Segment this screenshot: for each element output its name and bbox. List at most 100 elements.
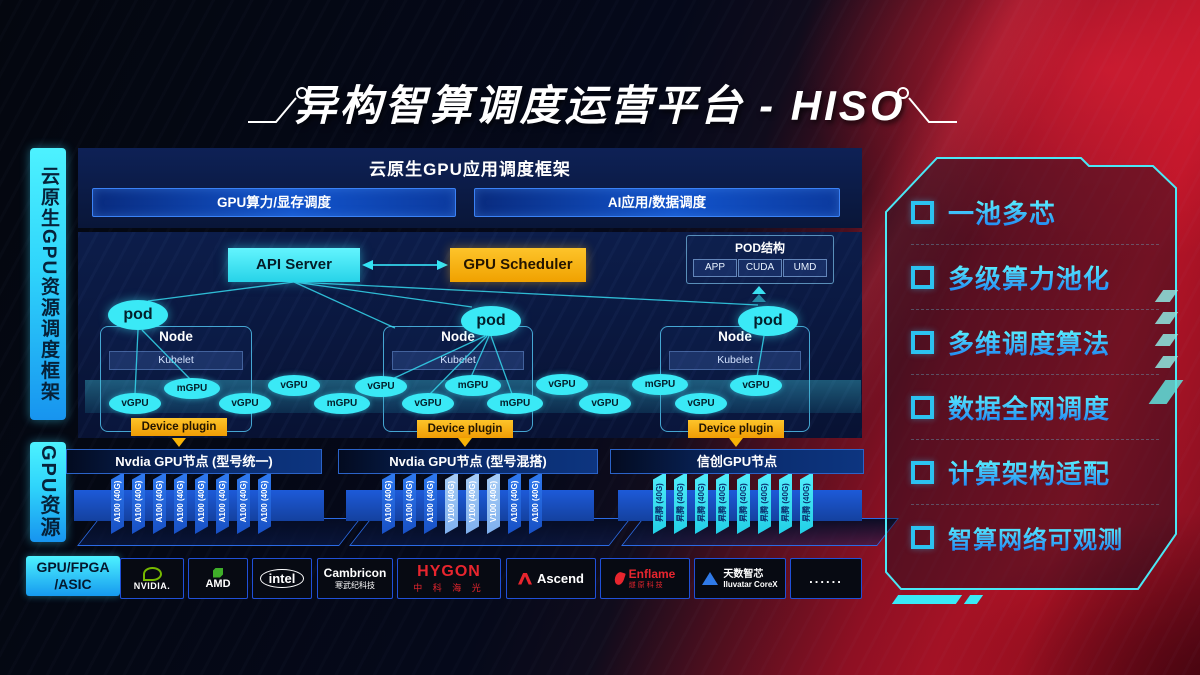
gpu-card: 昇腾 (40G): [674, 472, 687, 534]
gpu-ellipse: mGPU: [632, 374, 688, 395]
gpu-card: 昇腾 (40G): [653, 472, 666, 534]
up-chevron-icon: [752, 286, 766, 294]
gpu-ellipse: mGPU: [314, 393, 370, 414]
feature-label: 计算架构适配: [948, 454, 1110, 491]
checkbox-icon: [911, 265, 934, 289]
vendor-box-iluvatar: 天数智芯 Iluvatar CoreX: [694, 558, 786, 599]
node-title: Node: [718, 329, 752, 344]
feature-item: 多级算力池化: [911, 245, 1159, 310]
vendor-box-amd: AMD: [188, 558, 248, 599]
device-plugin-box-2: Device plugin: [417, 420, 513, 438]
gpu-card: A100 (40G): [195, 472, 208, 534]
vendor-label: NVIDIA.: [133, 580, 171, 591]
sidebar-label-hardware: GPU/FPGA /ASIC: [26, 556, 120, 596]
pod-structure-box: POD结构 APP CUDA UMD: [686, 235, 834, 284]
gpu-card: 昇腾 (40G): [695, 472, 708, 534]
gpu-card: V100 (40G): [466, 472, 479, 534]
vendor-label: Cambricon: [323, 566, 387, 580]
gpu-card: A100 (40G): [237, 472, 250, 534]
gpu-card: A100 (40G): [258, 472, 271, 534]
accent-bar: [891, 595, 963, 604]
feature-list: 一池多芯 多级算力池化 多维调度算法 数据全网调度 计算架构适配 智算网络可观测: [911, 180, 1159, 569]
feature-item: 一池多芯: [911, 180, 1159, 245]
gpu-card: A100 (40G): [508, 472, 521, 534]
vendor-box-hygon: HYGON 中 科 海 光: [397, 558, 501, 599]
feature-label: 多维调度算法: [948, 324, 1110, 361]
gpu-card: V100 (40G): [487, 472, 500, 534]
vendor-sublabel: 燧原科技: [628, 581, 665, 589]
kubelet-bar: Kubelet: [109, 351, 243, 370]
sidebar-label-scheduling-framework: 云原生GPU资源调度框架: [30, 148, 66, 420]
gpu-ellipse: mGPU: [487, 393, 543, 414]
gpu-card: 昇腾 (40G): [758, 472, 771, 534]
checkbox-icon: [911, 460, 934, 484]
pod-layer-app: APP: [693, 259, 737, 277]
checkbox-icon: [911, 395, 934, 419]
vendor-label: 天数智芯: [723, 568, 764, 580]
vendor-box-intel: intel: [252, 558, 312, 599]
device-plugin-box-3: Device plugin: [688, 420, 784, 438]
feature-panel: 一池多芯 多级算力池化 多维调度算法 数据全网调度 计算架构适配 智算网络可观测: [885, 150, 1184, 605]
down-arrow-icon: [458, 438, 472, 447]
gpu-card: A100 (40G): [424, 472, 437, 534]
gpu-ellipse: vGPU: [402, 393, 454, 414]
gpu-card: A100 (40G): [403, 472, 416, 534]
feature-item: 智算网络可观测: [911, 505, 1159, 569]
vendor-label: HYGON: [417, 563, 481, 580]
pod-ellipse-2: pod: [461, 306, 521, 336]
vendor-sublabel: 中 科 海 光: [413, 583, 485, 593]
pod-layer-cuda: CUDA: [738, 259, 782, 277]
gpu-card: A100 (40G): [382, 472, 395, 534]
checkbox-icon: [911, 330, 934, 354]
amd-logo-icon: [213, 567, 223, 578]
checkbox-icon: [911, 525, 934, 549]
gpu-ellipse: mGPU: [445, 375, 501, 396]
gpu-ellipse: vGPU: [355, 376, 407, 397]
vendor-label-more: ......: [809, 571, 843, 586]
down-arrow-icon: [172, 438, 186, 447]
intel-logo-icon: intel: [259, 569, 305, 588]
feature-label: 一池多芯: [948, 194, 1056, 231]
node-title: Node: [159, 329, 193, 344]
gpu-card: A100 (40G): [529, 472, 542, 534]
sidebar-label-gpu-resource: GPU资源: [30, 442, 66, 542]
gpu-card: 昇腾 (40G): [800, 472, 813, 534]
vendor-label: Ascend: [537, 571, 584, 586]
pod-structure-title: POD结构: [734, 241, 785, 255]
gpu-node-bar-xinchuang: 信创GPU节点: [610, 449, 864, 474]
vendor-sublabel: 寒武纪科技: [335, 581, 375, 590]
ascend-logo-icon: [518, 572, 533, 585]
gpu-card: A100 (40G): [111, 472, 124, 534]
gpu-compute-scheduling-button: GPU算力/显存调度: [92, 188, 456, 217]
gpu-ellipse: vGPU: [579, 393, 631, 414]
gpu-card: A100 (40G): [153, 472, 166, 534]
up-chevron-icon: [752, 294, 766, 302]
vendor-box-ascend: Ascend: [506, 558, 596, 599]
gpu-ellipse: vGPU: [268, 375, 320, 396]
vendor-box-enflame: Enflame 燧原科技: [600, 558, 690, 599]
vendor-box-nvidia: NVIDIA.: [120, 558, 184, 599]
pod-ellipse-1: pod: [108, 300, 168, 330]
feature-item: 计算架构适配: [911, 440, 1159, 505]
gpu-ellipse: vGPU: [730, 375, 782, 396]
hardware-line1: GPU/FPGA: [36, 559, 110, 575]
gpu-ellipse: vGPU: [109, 393, 161, 414]
vendor-box-cambricon: Cambricon 寒武纪科技: [317, 558, 393, 599]
gpu-card: 昇腾 (40G): [779, 472, 792, 534]
pod-layer-umd: UMD: [783, 259, 827, 277]
gpu-scheduler-box: GPU Scheduler: [450, 248, 586, 282]
gpu-ellipse: vGPU: [536, 374, 588, 395]
feature-item: 数据全网调度: [911, 375, 1159, 440]
page-title: 异构智算调度运营平台 - HISO: [294, 82, 906, 129]
feature-label: 智算网络可观测: [948, 520, 1123, 555]
gpu-node-bar-mixed: Nvdia GPU节点 (型号混搭): [338, 449, 598, 474]
gpu-card: 昇腾 (40G): [716, 472, 729, 534]
feature-panel-frame: [885, 157, 1177, 590]
feature-label: 数据全网调度: [948, 389, 1110, 426]
iluvatar-logo-icon: [702, 572, 719, 585]
pod-ellipse-3: pod: [738, 306, 798, 336]
app-scheduling-title: 云原生GPU应用调度框架: [369, 160, 571, 179]
enflame-logo-icon: [612, 570, 626, 587]
gpu-card: V100 (40G): [445, 472, 458, 534]
vendor-label: AMD: [205, 577, 231, 590]
